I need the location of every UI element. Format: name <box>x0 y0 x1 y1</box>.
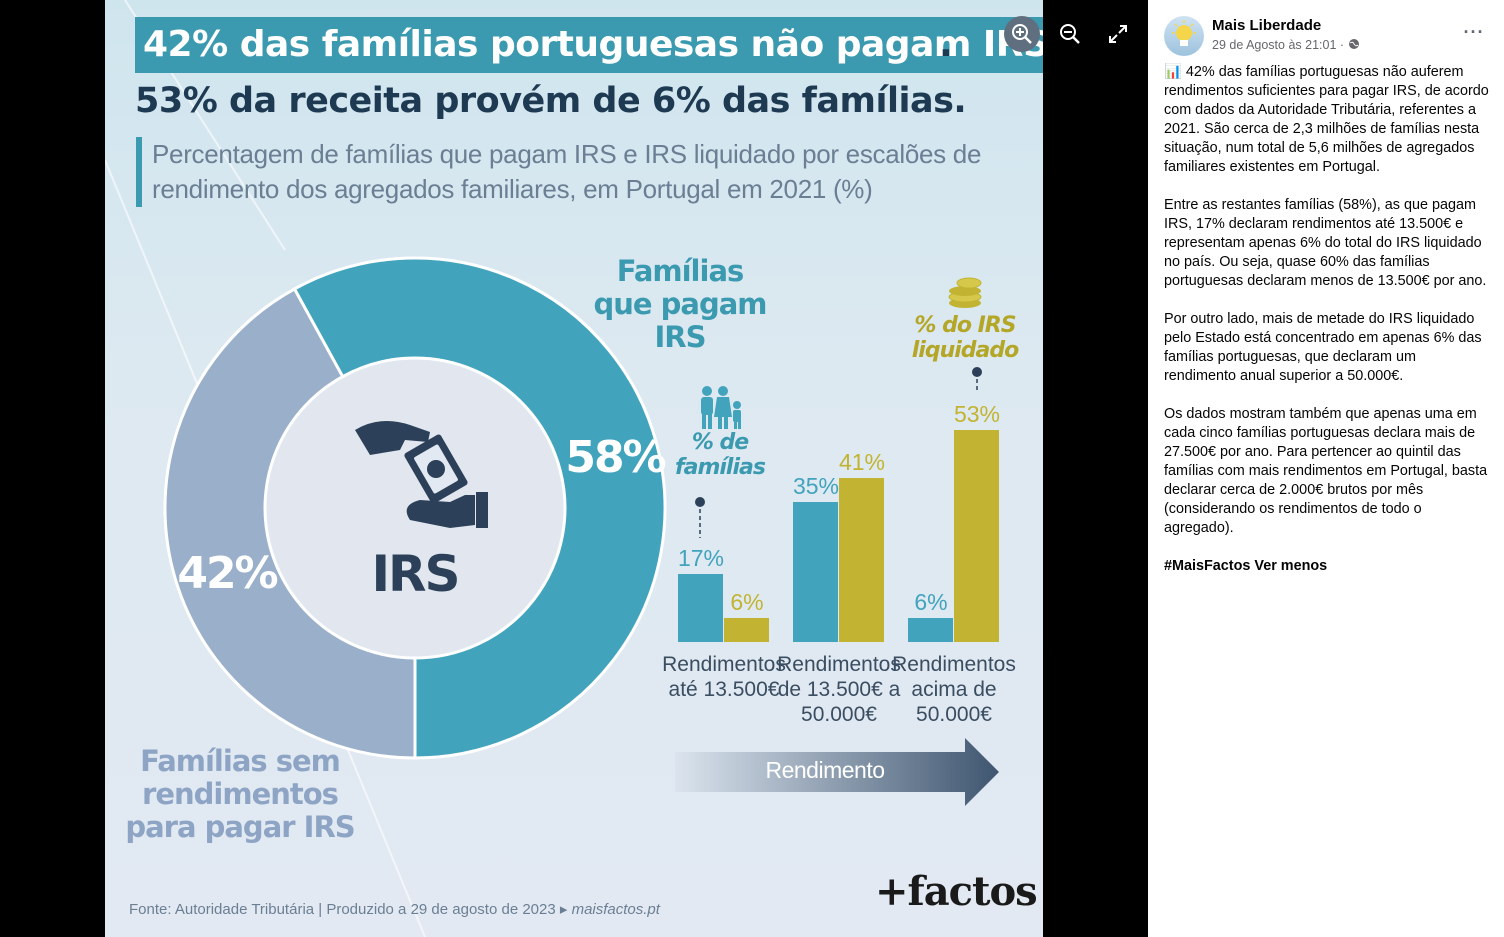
legend-pointer-dot <box>972 367 982 377</box>
category-label: Rendimentos acima de 50.000€ <box>892 653 1016 726</box>
bar <box>724 618 769 642</box>
zoom-in-button[interactable] <box>1004 16 1040 52</box>
post-paragraph: Entre as restantes famílias (58%), as qu… <box>1164 197 1487 289</box>
bar <box>908 618 953 642</box>
label-families-not-paying: Famílias sem rendimentos para pagar IRS <box>125 744 355 844</box>
post-footer-line: #MaisFactos Ver menos <box>1164 557 1490 576</box>
income-arrow-label: Rendimento <box>765 757 885 783</box>
bar-value-label: 41% <box>839 449 885 475</box>
see-less-link[interactable]: Ver menos <box>1254 558 1328 574</box>
donut-center-label: IRS <box>371 545 460 603</box>
lightbulb-icon <box>1172 20 1196 46</box>
source-text: Fonte: Autoridade Tributária | Produzido… <box>129 901 556 918</box>
headline-line2: 53% da receita provém de 6% das famílias… <box>135 81 967 121</box>
post-meta: 29 de Agosto às 21:01 · <box>1212 38 1360 52</box>
coins-icon <box>948 277 982 308</box>
bar <box>839 478 884 642</box>
fullscreen-icon <box>1109 25 1127 43</box>
zoom-out-button[interactable] <box>1052 16 1088 52</box>
factos-logo: +factos <box>875 868 1038 915</box>
zoom-out-icon <box>1060 24 1080 44</box>
infographic-image: 58% 42% 17% 6% Rendimentos até 13.500€ 35% 41%… <box>105 0 1043 937</box>
income-arrow <box>675 738 999 806</box>
bar-value-label: 6% <box>730 589 763 615</box>
bar <box>793 502 838 642</box>
fullscreen-button[interactable] <box>1100 16 1136 52</box>
post-timestamp[interactable]: 29 de Agosto às 21:01 · <box>1212 38 1345 52</box>
legend-families: % de famílias <box>675 430 766 480</box>
zoom-in-icon <box>1012 24 1032 44</box>
bar-chart: 17%6%Rendimentos até 13.500€35%41%Rendime… <box>662 367 1016 726</box>
post-paragraph: Por outro lado, mais de metade do IRS li… <box>1164 311 1482 384</box>
page-name[interactable]: Mais Liberdade <box>1212 17 1322 34</box>
bar-value-label: 35% <box>793 473 839 499</box>
label-families-paying: Famílias que pagam IRS <box>593 254 767 354</box>
bar-value-label: 6% <box>914 589 947 615</box>
source-note: Fonte: Autoridade Tributária | Produzido… <box>129 900 660 918</box>
headline-period: . <box>939 24 953 65</box>
page-avatar[interactable] <box>1164 16 1204 56</box>
hashtag-link[interactable]: #MaisFactos <box>1164 558 1251 574</box>
category-label: Rendimentos até 13.500€ <box>662 653 786 701</box>
donut-label-58: 58% <box>565 432 665 483</box>
more-options-button[interactable]: ··· <box>1463 22 1485 42</box>
headline-line1: 42% das famílias portuguesas não pagam I… <box>135 17 1043 73</box>
post-body: 📊 42% das famílias portuguesas não aufer… <box>1164 63 1490 576</box>
money-hand-icon <box>355 421 488 528</box>
donut-slice <box>163 286 417 760</box>
bar-value-label: 53% <box>954 401 1000 427</box>
post-paragraph: 📊 42% das famílias portuguesas não aufer… <box>1164 64 1489 175</box>
triangle-icon: ▸ <box>559 901 572 918</box>
family-icon <box>701 386 741 429</box>
donut-label-42: 42% <box>177 548 277 599</box>
globe-icon <box>1348 39 1359 49</box>
donut-slice <box>292 256 667 760</box>
post-panel: Mais Liberdade 29 de Agosto às 21:01 · ·… <box>1148 0 1504 937</box>
legend-irs: % do IRS liquidado <box>911 313 1020 363</box>
bar-value-label: 17% <box>678 545 724 571</box>
category-label: Rendimentos de 13.500€ a 50.000€ <box>777 653 901 726</box>
post-paragraph: Os dados mostram também que apenas uma e… <box>1164 406 1488 536</box>
bar <box>678 574 723 642</box>
legend-pointer-dot <box>695 497 705 507</box>
site-name: maisfactos.pt <box>571 901 660 918</box>
photo-viewer: 58% 42% 17% 6% Rendimentos até 13.500€ 35% 41%… <box>105 0 1136 937</box>
chart-subtitle: Percentagem de famílias que pagam IRS e … <box>136 137 982 207</box>
bar <box>954 430 999 642</box>
